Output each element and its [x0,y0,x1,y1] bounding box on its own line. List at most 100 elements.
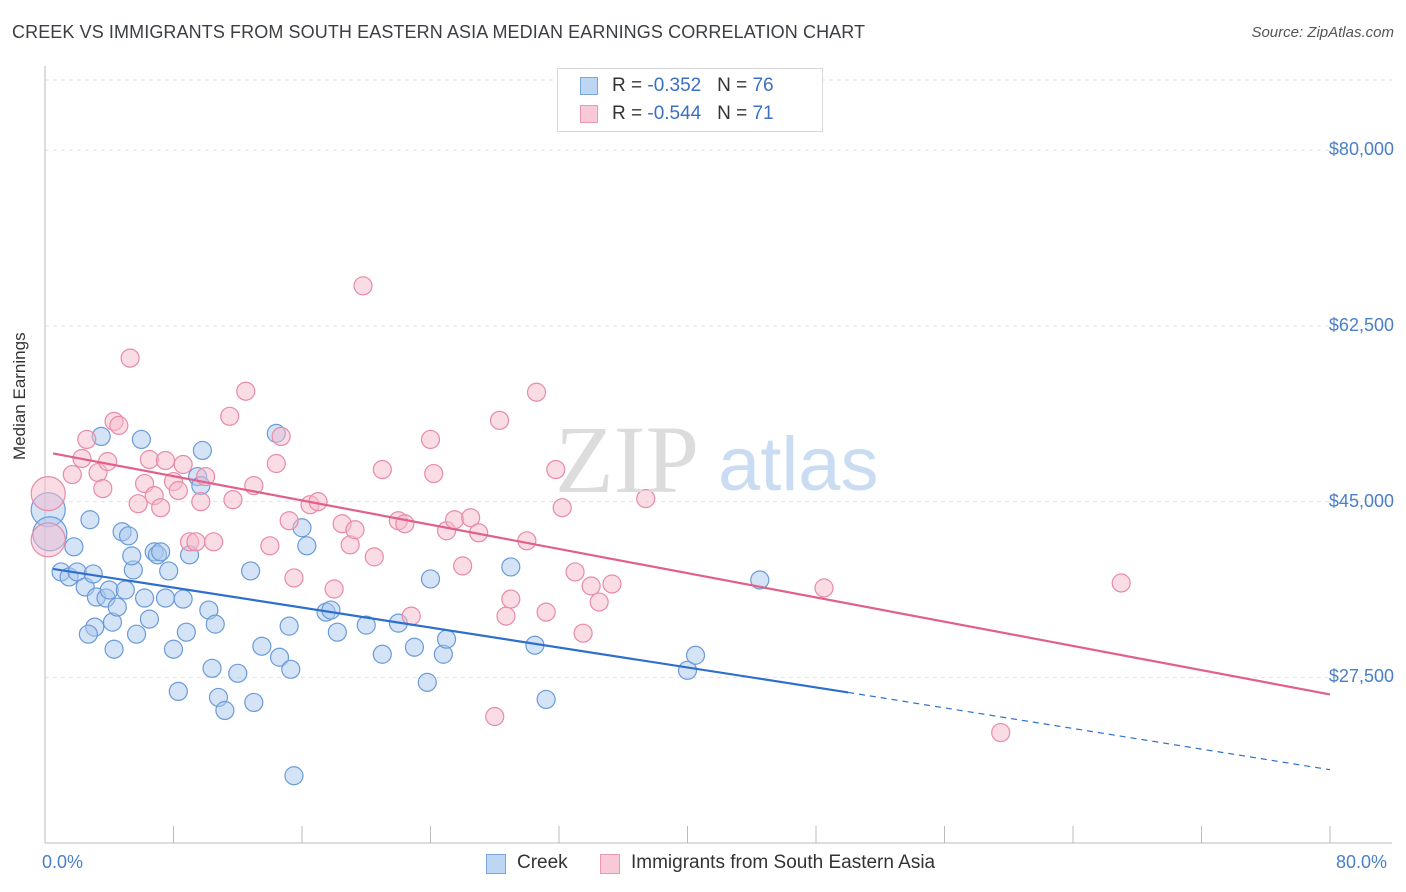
sea-point [353,276,373,296]
sea-point [266,453,286,474]
sea-point [814,578,834,598]
sea-point [1111,573,1131,593]
chart-title: CREEK VS IMMIGRANTS FROM SOUTH EASTERN A… [12,22,866,42]
sea-point [602,574,622,594]
sea-point [401,606,421,626]
creek-point [151,542,171,562]
sea-swatch [580,105,598,123]
watermark-zip: ZIP [555,406,699,513]
creek-point [205,614,225,634]
creek-point [420,569,441,589]
watermark: ZIP atlas [555,406,879,513]
creek-point [64,537,84,557]
sea-point [236,381,256,401]
creek-point [99,580,119,600]
creek-point [356,615,376,635]
sea-point [546,459,566,480]
creek-n-value: 76 [752,75,774,96]
sea-point [109,415,129,435]
sea-point [62,464,82,485]
creek-point [279,616,299,636]
y-axis-label: Median Earnings [10,332,29,460]
grid [45,79,1392,678]
creek-point [750,570,770,590]
sea-point [120,348,140,368]
bottom-creek-swatch [486,854,506,874]
sea-point [424,463,444,484]
creek-point [159,561,179,581]
sea-point [489,410,510,430]
creek-point [163,639,184,659]
creek-point [685,645,706,665]
sea-point [573,623,593,643]
sea-point [30,522,66,558]
creek-point [417,672,437,692]
creek-point [269,647,290,667]
bottom-sea-swatch [600,854,620,874]
sea-point [496,606,516,626]
creek-point [297,536,317,556]
creek-point [281,659,301,679]
sea-point [223,490,243,510]
creek-point [78,624,98,644]
sea-point [128,494,148,514]
sea-point [77,429,97,450]
y-tick-label: $80,000 [1328,139,1394,160]
sea-point [220,406,240,426]
bottom-sea-label: Immigrants from South Eastern Asia [631,852,936,873]
creek-point [118,526,139,546]
creek-point [80,510,100,530]
creek-point [126,624,147,644]
y-tick-label: $62,500 [1328,314,1394,335]
y-tick-label: $27,500 [1328,666,1394,687]
creek-point [176,622,196,642]
sea-point [279,511,299,531]
sea-point [589,592,609,612]
correlation-legend: R = -0.352 N = 76 R = -0.544 N = 71 [557,68,823,132]
sea-point [173,454,193,475]
creek-point [501,557,521,577]
creek-point [404,637,425,657]
sea-point [991,722,1011,743]
sea-point [151,498,171,518]
creek-point [173,589,193,609]
creek-point [131,429,151,450]
creek-point [139,609,160,629]
sea-point [395,514,415,534]
sea-point [461,508,481,528]
sea-point [372,459,392,480]
axes [44,66,1392,844]
creek-point [115,580,135,600]
trend-lines [52,452,1331,771]
sea-trend-line [52,452,1331,696]
creek-point [168,681,188,702]
sea-point [526,382,547,402]
sea-point [139,449,160,470]
creek-point [372,644,392,664]
sea-point [93,479,113,499]
sea-point [345,520,365,540]
creek-swatch [580,77,598,95]
creek-point [228,663,248,683]
creek-point [107,597,127,617]
sea-point [191,492,211,512]
sea-point [565,562,585,582]
sea-n-label: N = [717,103,753,124]
creek-point [241,561,261,581]
creek-trend-line [52,567,849,694]
creek-point [436,629,457,649]
watermark-atlas: atlas [718,422,879,507]
sea-n-value: 71 [752,103,774,124]
creek-point [202,658,222,678]
creek-r-value: -0.352 [647,75,702,96]
sea-point [552,498,572,518]
sea-point [260,536,280,556]
sea-point [284,568,304,588]
creek-n-label: N = [717,75,753,96]
sea-point [204,532,224,552]
creek-point [252,636,272,656]
sea-point [155,450,176,471]
creek-point [327,622,347,642]
sea-point [536,602,556,622]
sea-point [501,589,521,609]
